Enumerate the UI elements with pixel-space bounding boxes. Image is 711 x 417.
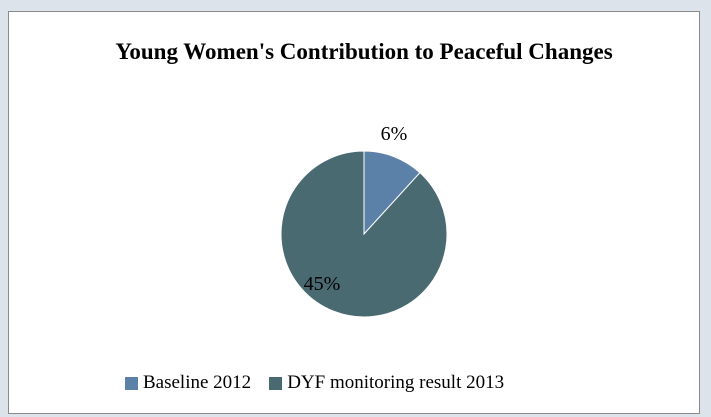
legend-swatch-dyf-2013 bbox=[269, 377, 282, 390]
legend-item-dyf-2013: DYF monitoring result 2013 bbox=[269, 372, 504, 394]
legend-label-baseline-2012: Baseline 2012 bbox=[143, 372, 251, 394]
legend-item-baseline-2012: Baseline 2012 bbox=[125, 372, 251, 394]
pie-chart: 6% 45% bbox=[9, 12, 699, 413]
legend: Baseline 2012 DYF monitoring result 2013 bbox=[125, 372, 504, 394]
slice-label-baseline-2012: 6% bbox=[381, 123, 408, 145]
legend-swatch-baseline-2012 bbox=[125, 377, 138, 390]
legend-label-dyf-2013: DYF monitoring result 2013 bbox=[287, 372, 504, 394]
slice-label-dyf-2013: 45% bbox=[304, 273, 341, 295]
chart-frame: Young Women's Contribution to Peaceful C… bbox=[8, 11, 700, 414]
